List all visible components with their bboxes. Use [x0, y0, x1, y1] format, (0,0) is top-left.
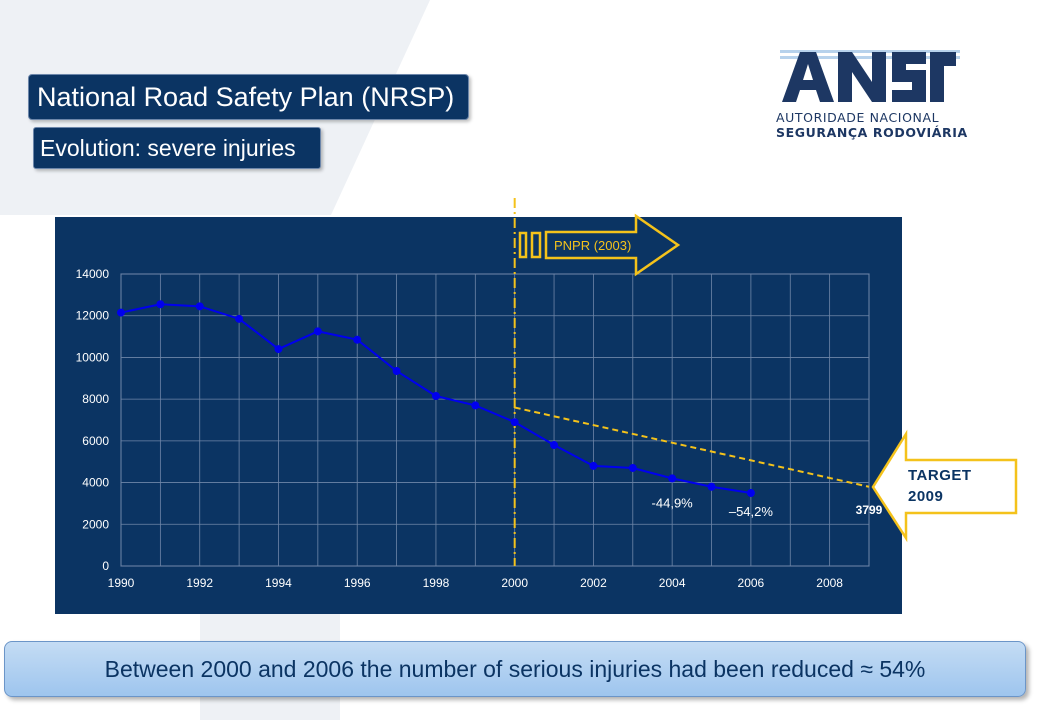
data-point [195, 302, 204, 311]
data-point [471, 401, 480, 410]
data-point [392, 366, 401, 375]
data-point [628, 463, 637, 472]
x-tick-label: 1998 [423, 576, 450, 590]
y-tick-label: 2000 [82, 517, 109, 531]
data-point [313, 327, 322, 336]
y-tick-label: 0 [102, 559, 109, 573]
data-point [156, 300, 165, 309]
target-label: TARGET 2009 [908, 465, 972, 507]
data-point [353, 335, 362, 344]
data-point [746, 489, 755, 497]
data-point [117, 308, 125, 317]
y-tick-label: 10000 [76, 350, 110, 364]
x-tick-label: 2006 [738, 576, 765, 590]
target-arrow [871, 429, 1018, 543]
reduction-label: -44,9% [652, 496, 694, 511]
y-tick-label: 8000 [82, 392, 109, 406]
data-point [235, 314, 244, 323]
y-tick-label: 4000 [82, 476, 109, 490]
reduction-label: –54,2% [729, 504, 774, 519]
target-value-label: 3799 [856, 503, 883, 517]
data-point [510, 418, 519, 427]
x-tick-label: 2000 [501, 576, 528, 590]
target-label-line-1: TARGET [908, 467, 972, 484]
plan-arrow-bar [518, 231, 528, 259]
target-label-line-2: 2009 [908, 488, 944, 505]
x-tick-label: 2004 [659, 576, 686, 590]
plan-arrow [544, 213, 681, 277]
plan-arrow-bar [530, 231, 542, 259]
data-point [550, 441, 559, 450]
x-tick-label: 2008 [816, 576, 843, 590]
data-point [431, 392, 440, 401]
page-subtitle: Evolution: severe injuries [33, 127, 321, 169]
footer-summary: Between 2000 and 2006 the number of seri… [4, 641, 1026, 697]
data-point [707, 482, 716, 491]
plan-arrow-label: PNPR (2003) [554, 238, 631, 253]
target-line [514, 406, 870, 488]
x-tick-label: 1992 [186, 576, 213, 590]
logo-line-1: AUTORIDADE NACIONAL [776, 110, 940, 125]
x-tick-label: 1994 [265, 576, 292, 590]
y-tick-label: 14000 [76, 267, 110, 281]
logo-line-2: SEGURANÇA RODOVIÁRIA [776, 125, 968, 140]
page-title: National Road Safety Plan (NRSP) [28, 74, 470, 120]
x-tick-label: 1990 [108, 576, 135, 590]
x-tick-label: 1996 [344, 576, 371, 590]
data-point [668, 474, 677, 483]
ansr-logo [780, 50, 960, 102]
data-point [274, 345, 283, 354]
y-tick-label: 6000 [82, 434, 109, 448]
x-tick-label: 2002 [580, 576, 607, 590]
y-tick-label: 12000 [76, 309, 110, 323]
data-point [589, 461, 598, 470]
